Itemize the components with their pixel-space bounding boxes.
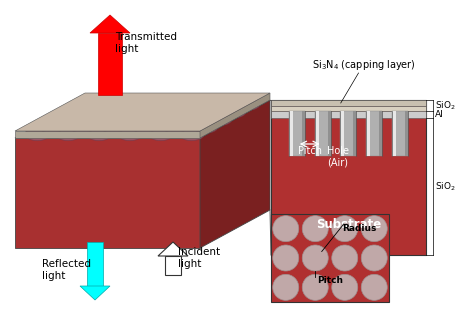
Ellipse shape [25,128,50,141]
Bar [392,111,408,156]
Ellipse shape [273,245,299,271]
Ellipse shape [302,216,328,242]
Bar [354,111,356,156]
Polygon shape [165,256,181,275]
Bar [315,111,319,156]
Text: Incident
light: Incident light [178,247,220,269]
Ellipse shape [273,274,299,300]
Text: Reflected
light: Reflected light [42,259,91,281]
Ellipse shape [332,245,358,271]
Bar [405,111,408,156]
Polygon shape [80,286,110,300]
Ellipse shape [81,97,106,110]
Ellipse shape [131,120,156,133]
Ellipse shape [235,97,260,110]
Polygon shape [15,131,200,138]
Bar [289,111,293,156]
Bar [271,106,426,111]
Ellipse shape [273,216,299,242]
Ellipse shape [115,113,139,126]
Text: Radius: Radius [342,224,376,233]
Ellipse shape [143,97,168,110]
Polygon shape [98,33,122,95]
Bar [271,100,426,255]
Polygon shape [200,100,270,248]
Ellipse shape [159,105,184,118]
Ellipse shape [193,120,218,133]
Bar [302,111,305,156]
Bar [366,111,370,156]
Ellipse shape [332,216,358,242]
Bar [315,111,331,156]
Ellipse shape [173,97,199,110]
Bar [271,100,426,106]
Ellipse shape [56,128,81,141]
Polygon shape [87,242,103,286]
Polygon shape [200,93,270,138]
Polygon shape [15,100,270,138]
Text: Hole
(Air): Hole (Air) [327,146,349,168]
Ellipse shape [70,120,95,133]
Text: Pitch: Pitch [298,146,322,156]
Ellipse shape [361,274,387,300]
Ellipse shape [39,120,64,133]
Ellipse shape [128,105,154,118]
Ellipse shape [112,97,137,110]
Ellipse shape [87,128,111,141]
Bar [379,111,383,156]
Text: Pitch: Pitch [317,276,343,285]
Text: Si$_3$N$_4$ (capping layer): Si$_3$N$_4$ (capping layer) [311,58,415,72]
Ellipse shape [162,120,187,133]
Text: Al: Al [435,110,444,119]
Ellipse shape [98,105,123,118]
Ellipse shape [361,216,387,242]
Ellipse shape [207,113,232,126]
Bar [271,214,389,302]
Ellipse shape [146,113,171,126]
Text: Substrate: Substrate [316,219,381,232]
Polygon shape [90,15,130,33]
Bar [392,111,396,156]
Ellipse shape [302,274,328,300]
Bar [271,111,426,118]
Bar [340,111,345,156]
Ellipse shape [179,128,204,141]
Ellipse shape [118,128,142,141]
Polygon shape [15,93,270,131]
Bar [289,111,305,156]
Bar [366,111,383,156]
Ellipse shape [332,274,358,300]
Ellipse shape [176,113,201,126]
Polygon shape [15,138,200,248]
Ellipse shape [190,105,215,118]
Ellipse shape [100,120,126,133]
Text: Transmitted
light: Transmitted light [115,32,177,54]
Ellipse shape [67,105,92,118]
Ellipse shape [302,245,328,271]
Ellipse shape [204,97,229,110]
Ellipse shape [361,245,387,271]
Polygon shape [158,242,188,256]
Ellipse shape [84,113,109,126]
Text: SiO$_2$: SiO$_2$ [435,180,456,193]
Ellipse shape [148,128,173,141]
Text: SiO$_2$: SiO$_2$ [435,99,456,112]
Bar [328,111,331,156]
Ellipse shape [221,105,246,118]
Bar [340,111,356,156]
Ellipse shape [53,113,78,126]
